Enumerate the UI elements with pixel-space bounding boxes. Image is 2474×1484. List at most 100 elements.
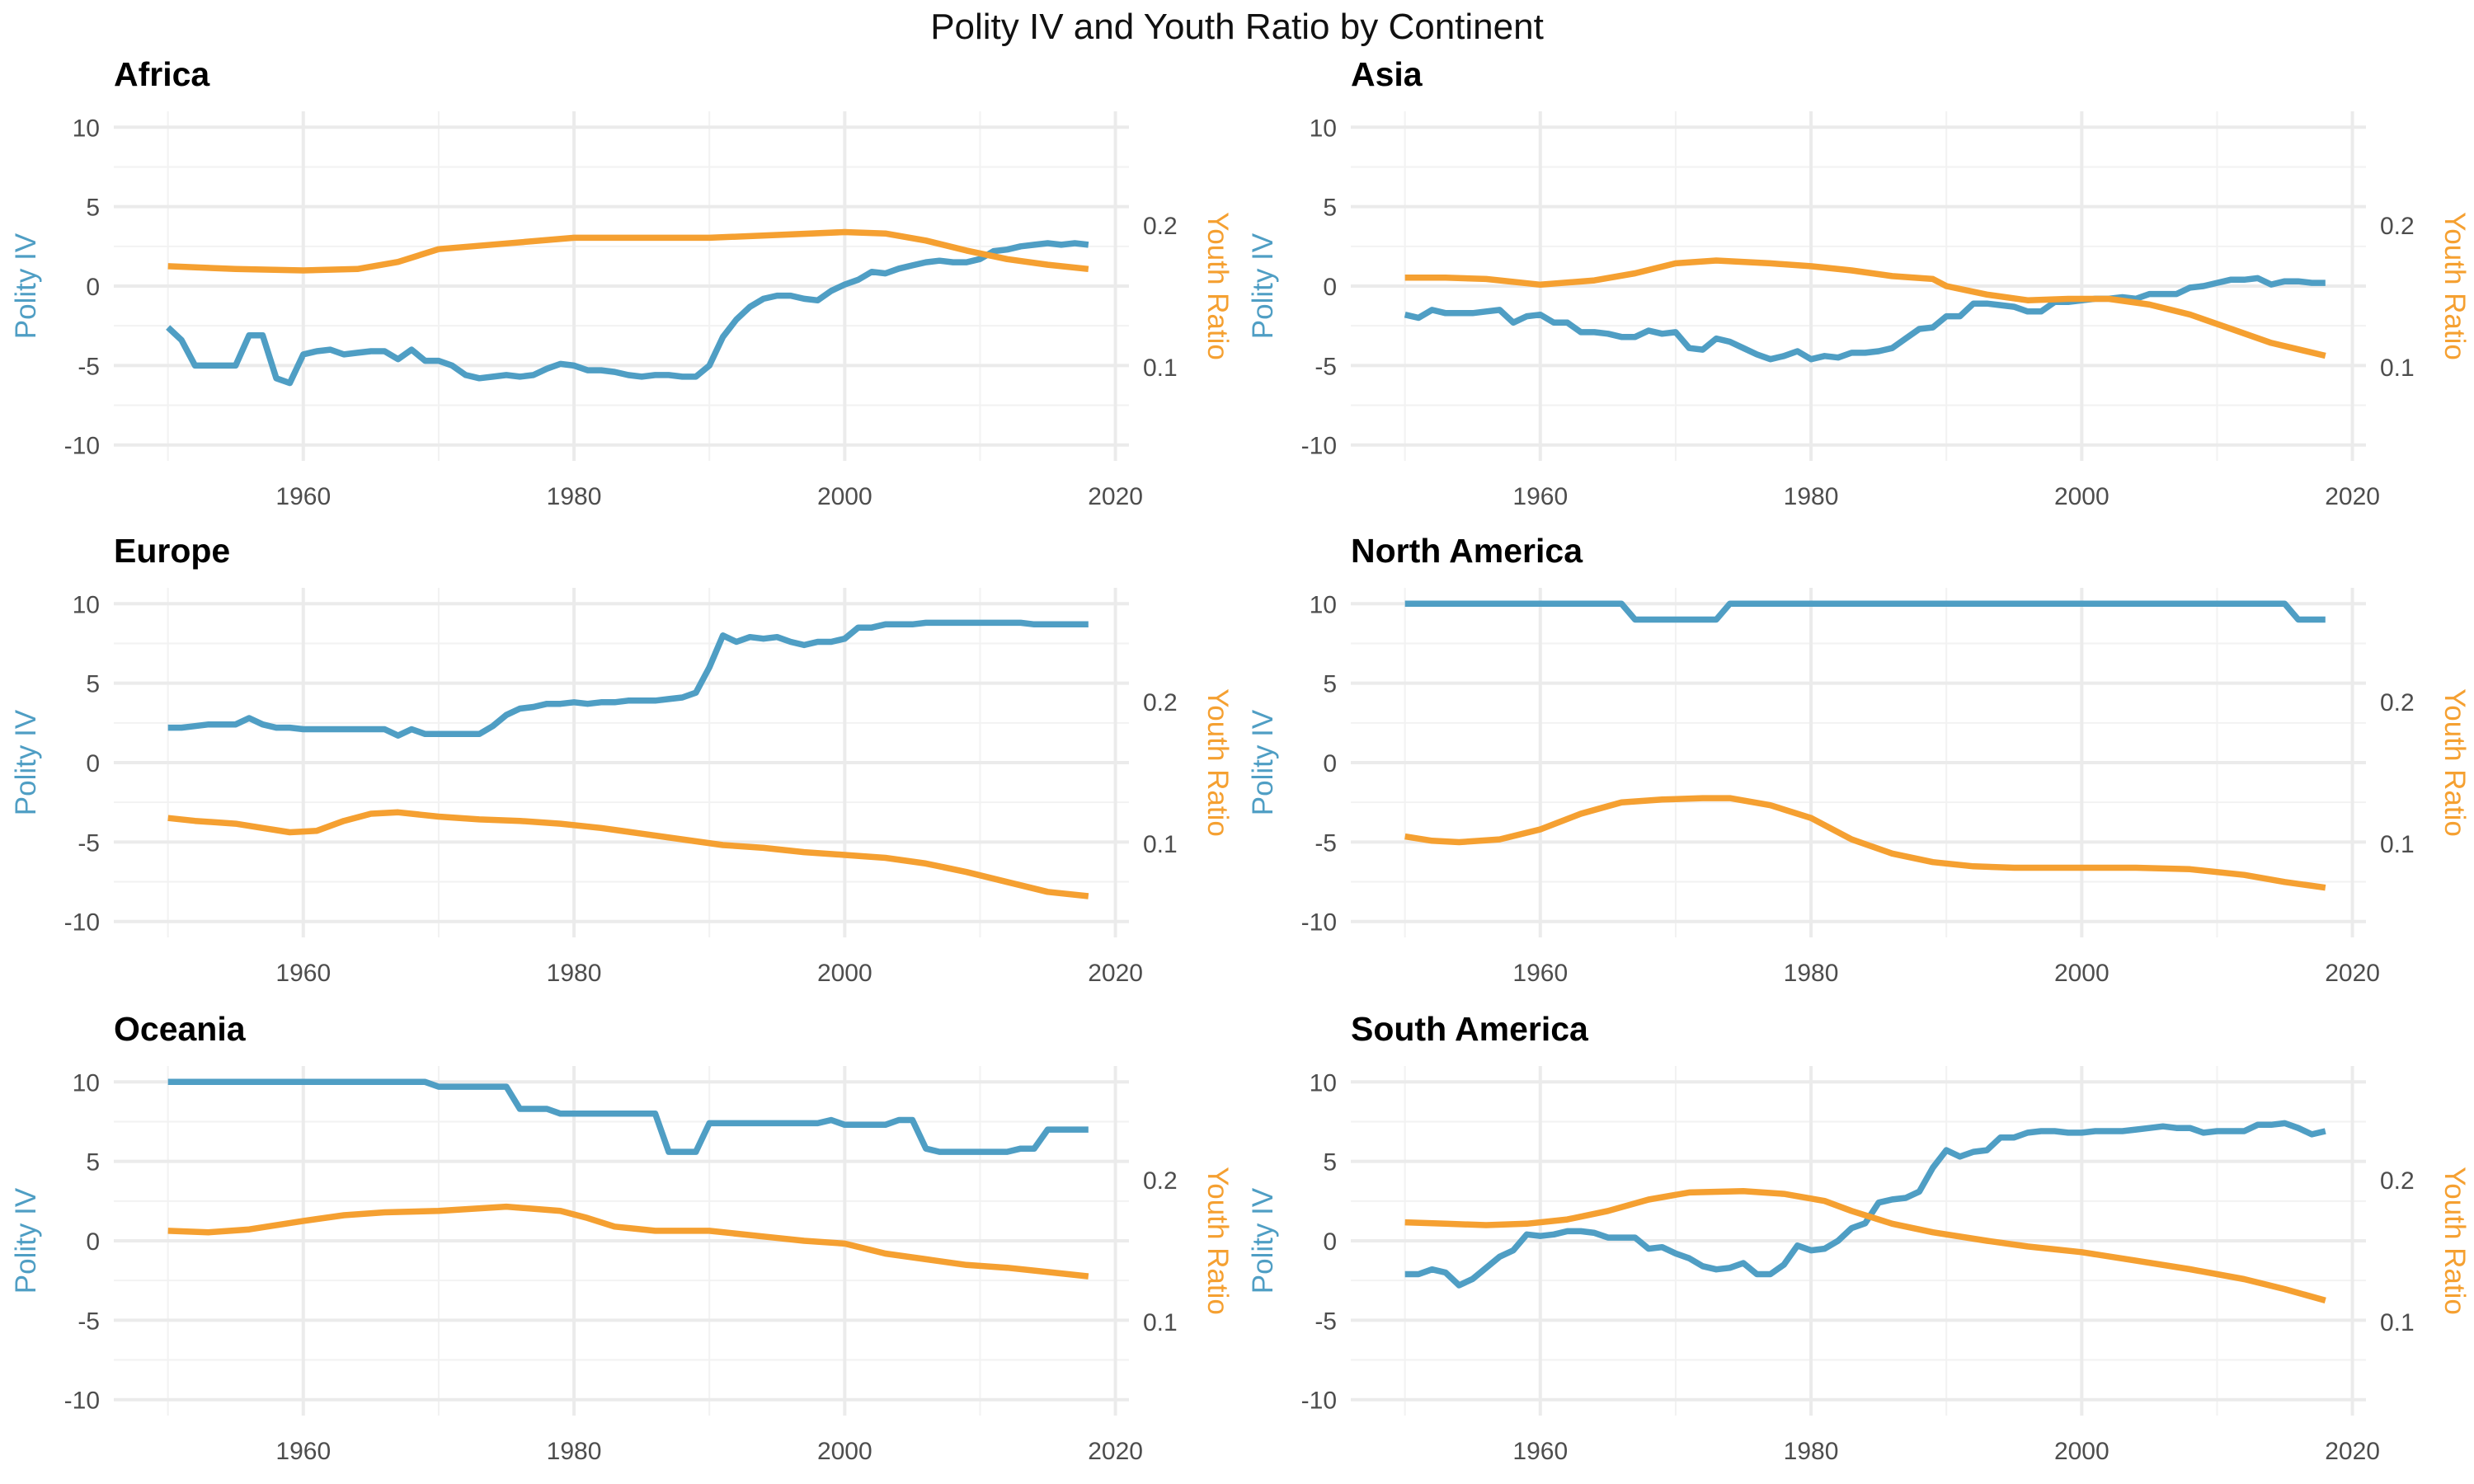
panel-north-america: North America 1960 1980 2000 2020 -10 -5 0 5 10 0.… <box>1247 532 2471 987</box>
panel-title: Europe <box>114 532 230 570</box>
y2-axis-title: Youth Ratio <box>1202 212 1234 360</box>
y-tick-label: -10 <box>64 1388 100 1415</box>
y-tick-label: 0 <box>1323 750 1337 777</box>
y-tick-label: -10 <box>64 909 100 937</box>
x-tick-label: 1980 <box>1784 960 1839 987</box>
x-tick-label: 2020 <box>2325 960 2380 987</box>
panel-asia: Asia 1960 1980 2000 2020 -10 -5 0 5 10 0.1 0.2 Polit… <box>1247 55 2471 510</box>
y-tick-label: 5 <box>1323 195 1337 222</box>
y-tick-label: 10 <box>1310 591 1337 618</box>
x-tick-label: 2020 <box>1088 483 1143 510</box>
x-tick-label: 1980 <box>547 960 602 987</box>
y-tick-label: 5 <box>86 1149 100 1176</box>
y-tick-label: -5 <box>78 353 100 380</box>
youth-ratio-line <box>167 1203 1089 1280</box>
polity-iv-line <box>1404 1120 2326 1289</box>
y-tick-label: 0 <box>86 750 100 777</box>
y-tick-label: 10 <box>1310 115 1337 142</box>
y-axis-title: Polity IV <box>10 232 42 339</box>
x-tick-label: 1960 <box>275 960 331 987</box>
y-tick-label: -5 <box>1315 353 1337 380</box>
x-tick-label: 2020 <box>2325 483 2380 510</box>
y2-tick-label: 0.1 <box>1143 1309 1178 1336</box>
y-tick-label: 10 <box>73 1069 100 1097</box>
y2-tick-label: 0.2 <box>2380 213 2415 240</box>
x-tick-label: 2000 <box>2054 1438 2109 1465</box>
y-tick-label: 10 <box>73 591 100 618</box>
youth-ratio-line <box>167 228 1089 274</box>
polity-iv-line <box>1404 600 2326 623</box>
polity-iv-line <box>167 1078 1089 1155</box>
y-tick-label: -10 <box>1301 909 1337 937</box>
panel-title: Africa <box>114 55 210 93</box>
youth-ratio-line <box>1404 257 2326 359</box>
y-tick-label: -10 <box>1301 1388 1337 1415</box>
y-tick-label: -5 <box>78 1308 100 1335</box>
panel-oceania: Oceania 1960 1980 2000 2020 -10 -5 0 5 10 0.1 0.2 Po… <box>10 1010 1234 1465</box>
panel-europe: Europe 1960 1980 2000 2020 -10 -5 0 5 10 0.1 0.2 Pol… <box>10 532 1234 987</box>
y2-axis-title: Youth Ratio <box>2439 688 2471 837</box>
y-tick-label: -10 <box>64 433 100 460</box>
y2-tick-label: 0.2 <box>2380 1167 2415 1195</box>
y-tick-label: 10 <box>1310 1069 1337 1097</box>
main-title: Polity IV and Youth Ratio by Continent <box>930 7 1544 47</box>
x-tick-label: 2000 <box>2054 960 2109 987</box>
youth-ratio-line <box>1404 795 2326 891</box>
x-tick-label: 1960 <box>1512 960 1568 987</box>
x-tick-label: 2020 <box>2325 1438 2380 1465</box>
y2-tick-label: 0.1 <box>2380 831 2415 858</box>
y2-tick-label: 0.2 <box>1143 689 1178 716</box>
y2-axis-title: Youth Ratio <box>1202 1167 1234 1315</box>
y2-tick-label: 0.1 <box>1143 355 1178 382</box>
y-tick-label: -5 <box>1315 829 1337 857</box>
y-tick-label: -5 <box>1315 1308 1337 1335</box>
x-tick-label: 2020 <box>1088 1438 1143 1465</box>
panels-group: Africa 1960 1980 2000 2020 -10 -5 0 5 10 0.1 0.2 Pol… <box>10 55 2471 1465</box>
x-tick-label: 1980 <box>547 1438 602 1465</box>
x-tick-label: 2020 <box>1088 960 1143 987</box>
panel-title: Oceania <box>114 1010 247 1048</box>
panel-title: South America <box>1351 1010 1589 1048</box>
y2-tick-label: 0.1 <box>1143 831 1178 858</box>
y2-tick-label: 0.1 <box>2380 1309 2415 1336</box>
y2-tick-label: 0.2 <box>1143 213 1178 240</box>
x-tick-label: 1960 <box>275 483 331 510</box>
y-tick-label: 0 <box>1323 274 1337 301</box>
polity-iv-line <box>167 619 1089 739</box>
x-tick-label: 1960 <box>1512 1438 1568 1465</box>
y-axis-title: Polity IV <box>1247 1187 1279 1294</box>
y2-tick-label: 0.2 <box>2380 689 2415 716</box>
polity-iv-line <box>1404 275 2326 363</box>
x-tick-label: 1980 <box>1784 483 1839 510</box>
y-axis-title: Polity IV <box>10 1187 42 1294</box>
y2-tick-label: 0.1 <box>2380 355 2415 382</box>
y2-axis-title: Youth Ratio <box>2439 212 2471 360</box>
y-tick-label: -10 <box>1301 433 1337 460</box>
y-tick-label: 0 <box>1323 1228 1337 1256</box>
polity-iv-line <box>166 240 1089 387</box>
y-tick-label: 0 <box>86 1228 100 1256</box>
y-axis-title: Polity IV <box>1247 232 1279 339</box>
x-tick-label: 1980 <box>1784 1438 1839 1465</box>
x-tick-label: 1980 <box>547 483 602 510</box>
y-axis-title: Polity IV <box>1247 709 1279 815</box>
youth-ratio-line <box>1404 1187 2326 1304</box>
youth-ratio-line <box>167 809 1089 899</box>
x-tick-label: 1960 <box>1512 483 1568 510</box>
x-tick-label: 2000 <box>2054 483 2109 510</box>
x-tick-label: 2000 <box>817 960 872 987</box>
x-tick-label: 2000 <box>817 483 872 510</box>
y-tick-label: 5 <box>1323 671 1337 698</box>
panel-south-america: South America 1960 1980 2000 2020 -10 -5 0 5 10 0.… <box>1247 1010 2471 1465</box>
y-tick-label: 5 <box>86 195 100 222</box>
y-tick-label: 10 <box>73 115 100 142</box>
panel-title: Asia <box>1351 55 1423 93</box>
y-tick-label: 5 <box>1323 1149 1337 1176</box>
y-tick-label: 5 <box>86 671 100 698</box>
y-tick-label: -5 <box>78 829 100 857</box>
panel-africa: Africa 1960 1980 2000 2020 -10 -5 0 5 10 0.1 0.2 Pol… <box>10 55 1234 510</box>
panel-title: North America <box>1351 532 1583 570</box>
x-tick-label: 2000 <box>817 1438 872 1465</box>
y-tick-label: 0 <box>86 274 100 301</box>
